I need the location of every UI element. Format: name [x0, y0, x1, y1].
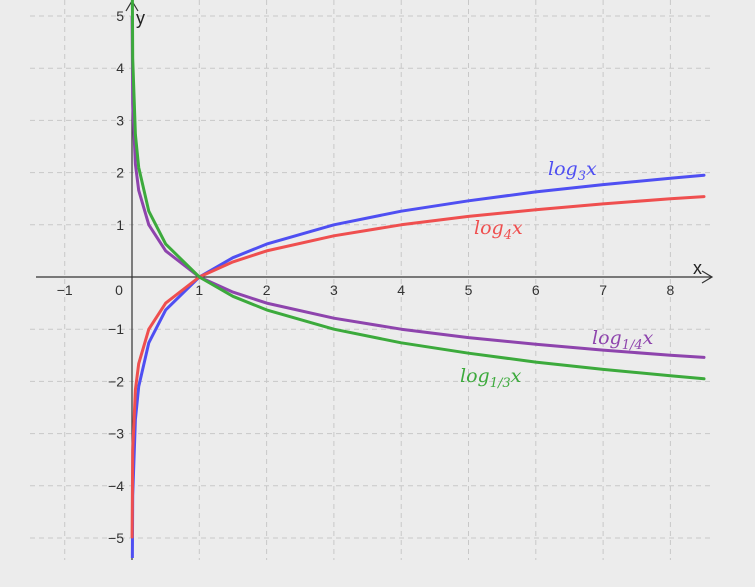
x-tick-label: 2 — [263, 282, 271, 298]
y-tick-label: 1 — [116, 217, 124, 233]
label-base: log — [548, 158, 578, 180]
x-tick-label: 8 — [667, 282, 675, 298]
y-tick-label: 5 — [116, 8, 124, 24]
label-variable: x — [643, 327, 654, 349]
curve-log-4-x — [130, 195, 706, 539]
curves — [130, 0, 706, 558]
curve-label-4: log4x — [474, 217, 523, 243]
y-tick-label: −1 — [108, 321, 124, 337]
x-tick-label: 7 — [599, 282, 607, 298]
label-subscript: 4 — [503, 228, 512, 243]
curve-label-3: log3x — [548, 158, 597, 184]
x-tick-label: 0 — [115, 282, 123, 298]
x-tick-label: 6 — [532, 282, 540, 298]
y-tick-label: 2 — [116, 165, 124, 181]
curve-log-3-x — [130, 173, 706, 558]
x-axis-arrow — [701, 270, 714, 284]
y-tick-label: 4 — [116, 60, 124, 76]
curve-log-1-3-x — [130, 0, 706, 381]
x-tick-label: 1 — [195, 282, 203, 298]
label-variable: x — [512, 217, 523, 239]
y-axis-label: y — [136, 8, 145, 28]
x-tick-label: −1 — [57, 282, 73, 298]
curve-label-1-3: log1/3x — [460, 365, 522, 391]
y-tick-label: −2 — [108, 373, 124, 389]
label-variable: x — [586, 158, 597, 180]
x-tick-labels: −1 0 1 2 3 4 5 6 7 8 — [57, 282, 675, 298]
curve-label-1-4: log1/4x — [592, 327, 654, 353]
label-base: log — [474, 217, 504, 239]
label-base: log — [592, 327, 622, 349]
label-subscript: 1/4 — [622, 338, 643, 353]
x-axis-label: x — [693, 258, 702, 278]
grid-lines — [30, 0, 712, 560]
y-tick-label: −4 — [108, 478, 124, 494]
y-tick-label: −3 — [108, 426, 124, 442]
x-tick-label: 4 — [397, 282, 405, 298]
y-tick-label: −5 — [108, 530, 124, 546]
y-tick-labels: 5 4 3 2 1 −1 −2 −3 −4 −5 — [108, 8, 124, 546]
x-tick-label: 3 — [330, 282, 338, 298]
label-base: log — [460, 365, 490, 387]
x-tick-label: 5 — [465, 282, 473, 298]
label-subscript: 1/3 — [490, 376, 511, 391]
y-tick-label: 3 — [116, 112, 124, 128]
label-subscript: 3 — [578, 169, 586, 184]
curve-log-1-4-x — [130, 15, 706, 359]
label-variable: x — [511, 365, 522, 387]
